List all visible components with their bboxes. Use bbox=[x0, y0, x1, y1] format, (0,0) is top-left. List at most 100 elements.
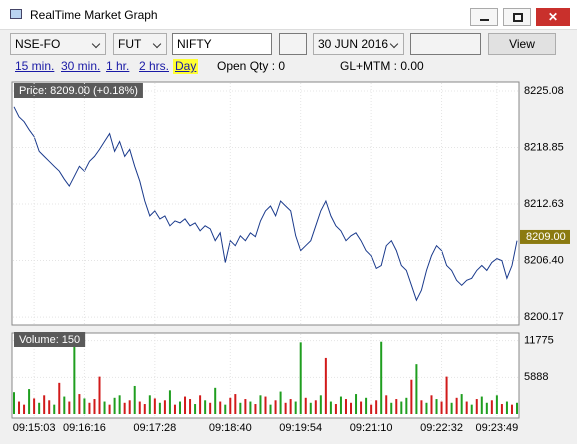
open-qty: Open Qty : 0 bbox=[217, 59, 286, 73]
interval-link[interactable]: 2 hrs. bbox=[139, 59, 170, 73]
volume-bar bbox=[148, 395, 151, 414]
price-panel bbox=[11, 81, 520, 326]
volume-bar bbox=[219, 401, 222, 414]
x-tick-label: 09:19:54 bbox=[279, 422, 322, 434]
volume-bar bbox=[133, 385, 136, 414]
volume-bar bbox=[510, 404, 513, 414]
minimize-button[interactable] bbox=[470, 8, 498, 26]
x-tick-label: 09:17:28 bbox=[133, 422, 176, 434]
volume-bar bbox=[490, 400, 493, 414]
volume-bar bbox=[385, 395, 388, 414]
volume-bar bbox=[355, 394, 358, 414]
volume-bar bbox=[480, 396, 483, 414]
volume-bar bbox=[158, 402, 161, 414]
volume-bar bbox=[495, 395, 498, 414]
volume-bar bbox=[43, 395, 46, 414]
y-tick-label: 8200.17 bbox=[524, 311, 564, 323]
volume-bar bbox=[214, 387, 217, 414]
volume-bar bbox=[470, 404, 473, 414]
volume-bar bbox=[299, 342, 302, 414]
volume-bar bbox=[143, 404, 146, 414]
volume-bar bbox=[460, 394, 463, 414]
volume-bar bbox=[390, 402, 393, 414]
volume-bar bbox=[13, 392, 15, 414]
interval-link[interactable]: Day bbox=[173, 59, 199, 74]
volume-bar bbox=[415, 364, 418, 414]
volume-bar bbox=[395, 399, 398, 414]
volume-bar bbox=[475, 399, 478, 414]
volume-bar bbox=[425, 402, 428, 414]
volume-bar bbox=[516, 402, 518, 414]
volume-bar bbox=[184, 396, 187, 414]
y-tick-label: 5888 bbox=[524, 371, 548, 383]
volume-bar bbox=[360, 401, 363, 414]
volume-bar bbox=[274, 400, 277, 414]
last-price-tag bbox=[520, 229, 570, 244]
volume-bar bbox=[319, 395, 322, 414]
volume-bar bbox=[279, 391, 282, 414]
app-icon bbox=[10, 9, 22, 19]
volume-bar bbox=[209, 402, 212, 414]
volume-bar bbox=[455, 397, 458, 414]
y-tick-label: 11775 bbox=[524, 335, 554, 347]
volume-bar bbox=[194, 404, 197, 414]
volume-bar bbox=[73, 345, 76, 414]
interval-link[interactable]: 30 min. bbox=[61, 59, 101, 73]
volume-bar bbox=[294, 401, 297, 414]
volume-bar bbox=[88, 402, 91, 414]
close-button[interactable]: ✕ bbox=[536, 8, 570, 26]
volume-bar bbox=[420, 400, 423, 414]
view-button[interactable]: View bbox=[488, 33, 556, 55]
x-tick-label: 09:15:03 bbox=[13, 422, 56, 434]
panel-label: Volume: 150 bbox=[19, 334, 80, 346]
volume-bar bbox=[309, 402, 312, 414]
volume-bar bbox=[430, 395, 433, 414]
volume-bar bbox=[178, 401, 181, 414]
volume-bar bbox=[289, 399, 292, 414]
maximize-button[interactable] bbox=[503, 8, 531, 26]
volume-bar bbox=[405, 397, 408, 414]
x-tick-label: 09:21:10 bbox=[350, 422, 393, 434]
volume-bar bbox=[370, 404, 373, 414]
volume-bar bbox=[138, 401, 141, 414]
blank-box[interactable] bbox=[279, 33, 307, 55]
volume-bar bbox=[244, 399, 247, 414]
last-price-label: 8209.00 bbox=[526, 231, 566, 243]
volume-bar bbox=[465, 401, 468, 414]
expiry-combo[interactable]: 30 JUN 2016 bbox=[313, 33, 404, 55]
volume-bar bbox=[199, 395, 202, 414]
volume-bar bbox=[254, 404, 257, 414]
volume-bar bbox=[189, 399, 192, 414]
volume-bar bbox=[410, 379, 413, 414]
volume-bar bbox=[38, 402, 41, 414]
volume-bar bbox=[33, 398, 36, 414]
volume-bar bbox=[173, 404, 176, 414]
volume-bar bbox=[128, 400, 131, 414]
volume-bar bbox=[229, 397, 232, 414]
window-title: RealTime Market Graph bbox=[30, 8, 158, 22]
x-tick-label: 09:18:40 bbox=[209, 422, 252, 434]
volume-bar bbox=[239, 402, 242, 414]
volume-bar bbox=[284, 402, 287, 414]
interval-link[interactable]: 15 min. bbox=[15, 59, 55, 73]
panel-label-bg bbox=[14, 332, 86, 347]
volume-bar bbox=[329, 401, 332, 414]
y-tick-label: 8218.85 bbox=[524, 141, 564, 153]
symbol-input[interactable]: NIFTY bbox=[172, 33, 272, 55]
instrument-combo[interactable]: FUT bbox=[113, 33, 167, 55]
volume-bar bbox=[53, 404, 56, 414]
volume-bar bbox=[334, 404, 337, 414]
volume-bar bbox=[204, 400, 207, 414]
volume-bar bbox=[375, 400, 378, 414]
volume-bar bbox=[68, 401, 71, 414]
volume-bar bbox=[123, 402, 126, 414]
volume-bar bbox=[500, 404, 503, 414]
volume-bar bbox=[450, 402, 453, 414]
volume-bar bbox=[93, 399, 96, 414]
volume-bar bbox=[350, 402, 353, 414]
blank-box[interactable] bbox=[410, 33, 481, 55]
interval-link[interactable]: 1 hr. bbox=[106, 59, 130, 73]
volume-bar bbox=[224, 404, 227, 414]
exchange-combo[interactable]: NSE-FO bbox=[10, 33, 106, 55]
